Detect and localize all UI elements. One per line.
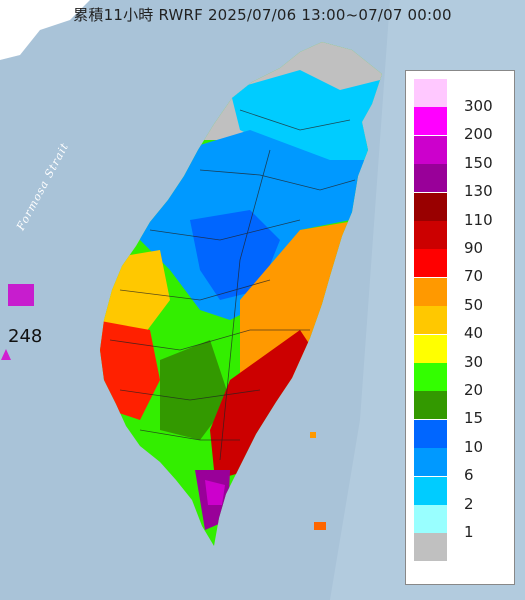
zone-cyan-north xyxy=(230,70,380,180)
zone-darkgreen-south xyxy=(160,340,230,440)
legend-swatch xyxy=(414,334,447,363)
legend: 300 200 150 130 110 90 70 50 40 30 20 15 10 6 2 1 xyxy=(405,70,515,585)
zone-red-southeast xyxy=(210,330,320,480)
legend-swatch xyxy=(414,476,447,505)
legend-label: 10 xyxy=(464,437,484,456)
rainfall-zones xyxy=(100,42,382,530)
legend-label: 20 xyxy=(464,381,484,399)
legend-swatch xyxy=(414,79,447,107)
legend-label: 150 xyxy=(464,153,493,172)
legend-label: 50 xyxy=(464,295,484,314)
max-location-marker-icon xyxy=(1,349,11,360)
legend-swatch xyxy=(414,533,447,562)
zone-magenta-south xyxy=(205,480,225,505)
max-rainfall-value: 248 xyxy=(8,326,43,347)
legend-swatch xyxy=(414,164,447,193)
legend-swatch xyxy=(414,448,447,477)
legend-swatch xyxy=(414,135,447,164)
legend-label: 300 xyxy=(464,97,493,115)
legend-swatch xyxy=(414,306,447,335)
legend-label: 110 xyxy=(464,210,493,229)
offshore-cell xyxy=(314,522,326,530)
legend-label: 130 xyxy=(464,182,493,201)
legend-label: 40 xyxy=(464,324,484,343)
zone-blue-core xyxy=(190,210,280,300)
legend-swatch xyxy=(414,221,447,249)
legend-swatch xyxy=(414,249,447,278)
legend-label: 6 xyxy=(464,466,474,485)
map-title: 累積11小時 RWRF 2025/07/06 13:00~07/07 00:00 xyxy=(73,6,452,24)
legend-label: 200 xyxy=(464,125,493,144)
legend-label: 30 xyxy=(464,352,484,371)
legend-swatch xyxy=(414,391,447,420)
legend-swatch xyxy=(414,419,447,448)
legend-label: 2 xyxy=(464,494,474,513)
legend-swatch xyxy=(414,277,447,306)
offshore-cell xyxy=(8,284,34,306)
boundary-lines xyxy=(109,109,356,461)
legend-swatch xyxy=(414,107,447,136)
legend-swatch xyxy=(414,192,447,221)
legend-swatch xyxy=(414,363,447,391)
offshore-cell xyxy=(310,432,316,438)
mainland-coast xyxy=(0,0,90,60)
legend-swatch xyxy=(414,505,447,533)
legend-label: 1 xyxy=(464,523,474,541)
legend-label: 90 xyxy=(464,239,484,257)
legend-label: 15 xyxy=(464,409,484,428)
legend-label: 70 xyxy=(464,267,484,286)
